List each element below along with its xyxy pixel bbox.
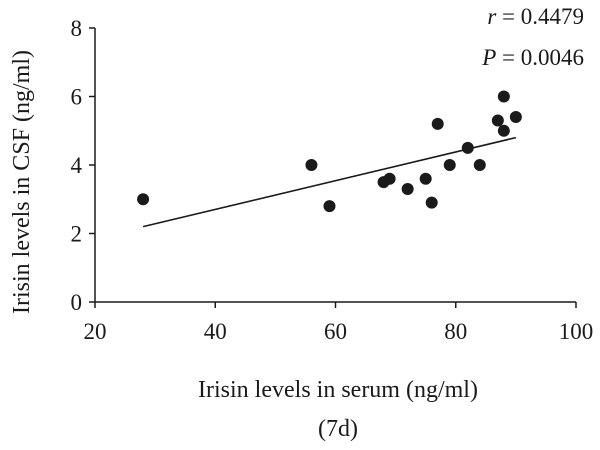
x-axis-title: Irisin levels in serum (ng/ml) (198, 377, 478, 403)
x-tick-label: 40 (204, 319, 227, 344)
p-value: = 0.0046 (496, 45, 584, 70)
data-point (473, 159, 486, 171)
p-symbol: P (481, 45, 496, 70)
data-point (137, 193, 150, 206)
x-tick-label: 100 (559, 319, 594, 344)
y-tick-label: 8 (71, 16, 83, 41)
data-point (509, 111, 522, 124)
x-tick-label: 80 (444, 319, 467, 344)
y-tick-label: 4 (71, 153, 83, 178)
x-tick-label: 60 (324, 319, 347, 344)
data-point (431, 117, 444, 130)
x-tick-label: 20 (84, 319, 107, 344)
data-point (401, 182, 414, 195)
data-point (419, 172, 432, 185)
plot-area: 20 40 60 80 100 0 2 4 6 8 (71, 16, 594, 344)
p-value-label: P = 0.0046 (481, 45, 584, 70)
data-point (497, 90, 510, 103)
data-point (383, 172, 396, 185)
data-point (497, 124, 510, 137)
trend-line (142, 136, 517, 228)
data-point (323, 200, 336, 213)
y-axis-title: Irisin levels in CSF (ng/ml) (9, 50, 35, 314)
x-axis-title-subline: (7d) (318, 416, 358, 442)
data-points (137, 90, 522, 213)
data-point (425, 196, 438, 209)
y-tick-label: 0 (71, 290, 83, 315)
y-tick-label: 2 (71, 222, 83, 247)
y-tick-label: 6 (71, 85, 83, 110)
data-point (461, 141, 474, 154)
x-axis-ticks: 20 40 60 80 100 (84, 302, 594, 344)
data-point (305, 159, 318, 171)
r-value: = 0.4479 (496, 4, 584, 29)
data-point (443, 159, 456, 171)
correlation-label: r = 0.4479 (487, 4, 584, 29)
data-point (491, 114, 504, 127)
r-symbol: r (487, 4, 497, 29)
y-axis-ticks: 0 2 4 6 8 (71, 16, 95, 315)
